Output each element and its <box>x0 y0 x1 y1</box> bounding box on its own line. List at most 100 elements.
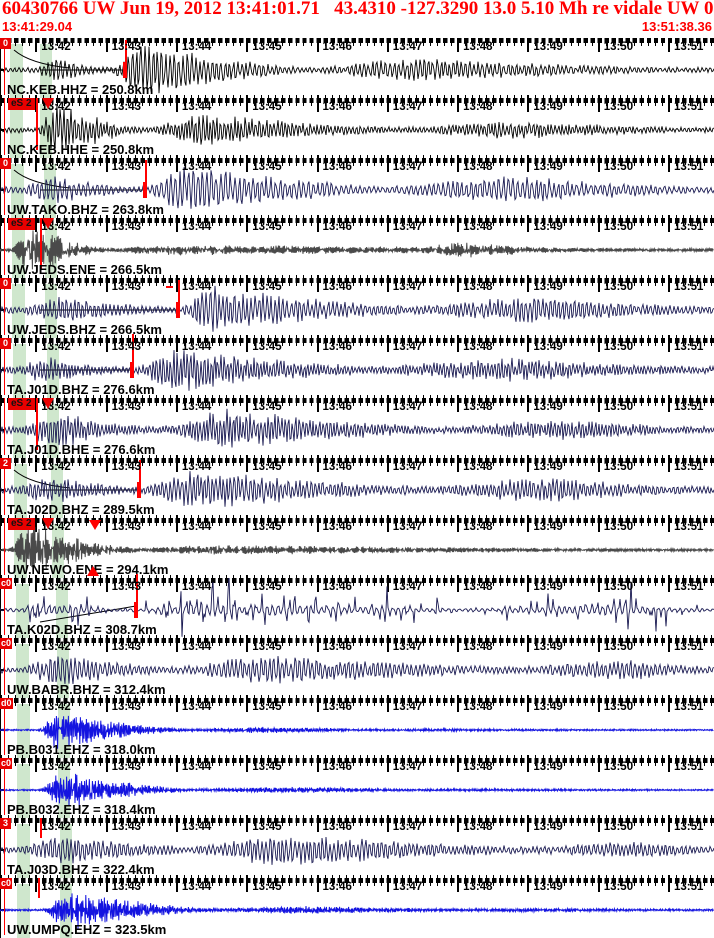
pick-line[interactable] <box>40 818 42 838</box>
time-ruler[interactable] <box>0 398 714 403</box>
second-tick <box>563 635 565 646</box>
waveform[interactable] <box>0 518 714 578</box>
waveform[interactable] <box>0 38 714 98</box>
waveform[interactable] <box>0 98 714 158</box>
pick-line[interactable] <box>145 160 147 190</box>
second-tick <box>570 335 572 346</box>
duration-pick-top[interactable] <box>89 520 101 530</box>
pick-code-badge[interactable]: c0 <box>0 638 13 649</box>
time-ruler[interactable] <box>0 158 714 163</box>
time-ruler[interactable] <box>0 518 714 523</box>
second-tick <box>514 875 516 886</box>
second-tick <box>120 875 122 886</box>
pick-line[interactable] <box>139 460 141 490</box>
pick-code-badge[interactable]: c0 <box>0 758 13 769</box>
waveform[interactable] <box>0 878 714 938</box>
pick-code-badge[interactable]: 0 <box>0 278 11 289</box>
second-tick <box>71 35 73 46</box>
time-ruler[interactable] <box>0 38 714 43</box>
pick-code-badge[interactable]: 0 <box>0 338 11 349</box>
waveform[interactable] <box>0 818 714 878</box>
waveform[interactable] <box>0 158 714 218</box>
second-tick <box>697 695 699 706</box>
pick-line[interactable] <box>125 40 127 70</box>
second-tick <box>415 755 417 766</box>
second-tick <box>15 155 17 166</box>
time-ruler[interactable] <box>0 758 714 763</box>
pick-line[interactable] <box>136 574 138 614</box>
second-tick <box>647 95 649 106</box>
time-label: 13:47 <box>392 821 423 833</box>
second-tick <box>626 95 628 106</box>
pick-flag[interactable] <box>176 302 180 318</box>
second-tick <box>296 95 298 106</box>
window-start-marker <box>4 338 5 395</box>
pick-flag[interactable] <box>137 482 141 498</box>
pick-code-badge[interactable]: 0 <box>0 38 11 49</box>
pick-code-badge[interactable]: 3 <box>0 818 11 829</box>
phase-pick-label[interactable]: eS 2 <box>8 518 35 530</box>
second-tick <box>704 275 706 286</box>
time-label: 13:49 <box>533 281 563 293</box>
time-ruler[interactable] <box>0 278 714 283</box>
phase-pick-label[interactable]: eS 2 <box>8 398 35 410</box>
phase-pick-label[interactable]: eS 2 <box>8 98 35 110</box>
second-tick <box>640 755 642 766</box>
time-ruler[interactable] <box>0 638 714 643</box>
pick-flag[interactable] <box>143 182 147 198</box>
second-tick <box>324 695 326 706</box>
waveform[interactable] <box>0 758 714 818</box>
pick-code-badge[interactable]: 2 <box>0 458 11 469</box>
pick-flag[interactable] <box>134 602 138 618</box>
second-tick <box>120 335 122 346</box>
time-ruler[interactable] <box>0 98 714 103</box>
second-tick <box>549 155 551 166</box>
second-tick <box>64 95 66 106</box>
time-ruler[interactable] <box>0 818 714 823</box>
waveform[interactable] <box>0 338 714 398</box>
second-tick <box>437 575 438 586</box>
waveform[interactable] <box>0 638 714 698</box>
second-tick <box>584 95 586 106</box>
pick-code-badge[interactable]: d0 <box>0 698 13 709</box>
second-tick <box>619 95 621 106</box>
pick-flag[interactable] <box>130 362 134 378</box>
second-tick <box>198 815 199 826</box>
pick-code-badge[interactable]: 0 <box>0 158 11 169</box>
pick-code-badge[interactable]: c0 <box>0 878 13 889</box>
waveform[interactable] <box>0 578 714 638</box>
time-ruler[interactable] <box>0 578 714 583</box>
pick-line[interactable] <box>40 218 42 270</box>
second-tick <box>633 275 635 286</box>
second-tick <box>331 395 333 406</box>
pick-flag[interactable] <box>123 62 127 78</box>
time-ruler[interactable] <box>0 458 714 463</box>
second-tick <box>408 635 410 646</box>
pick-line[interactable] <box>36 398 38 450</box>
second-tick <box>85 755 87 766</box>
second-tick <box>577 455 579 466</box>
amplitude-axis <box>0 158 1 218</box>
second-tick <box>514 275 516 286</box>
waveform[interactable] <box>0 218 714 278</box>
minute-tick <box>457 635 460 652</box>
waveform[interactable] <box>0 458 714 518</box>
arrival-window-band <box>47 404 59 458</box>
phase-pick-label[interactable]: eS 2 <box>8 218 35 230</box>
second-tick <box>380 515 382 526</box>
time-ruler[interactable] <box>0 878 714 883</box>
pick-line[interactable] <box>178 280 180 310</box>
time-label: 13:43 <box>111 281 142 293</box>
waveform[interactable] <box>0 398 714 458</box>
pick-code-badge[interactable]: c0 <box>0 578 13 589</box>
second-tick <box>120 755 122 766</box>
pick-line[interactable] <box>38 878 40 898</box>
pick-line[interactable] <box>36 98 38 150</box>
waveform[interactable] <box>0 278 714 338</box>
time-ruler[interactable] <box>0 338 714 343</box>
time-ruler[interactable] <box>0 218 714 223</box>
waveform[interactable] <box>0 698 714 758</box>
duration-pick-bottom[interactable] <box>87 566 99 576</box>
pick-line[interactable] <box>132 334 134 374</box>
time-ruler[interactable] <box>0 698 714 703</box>
